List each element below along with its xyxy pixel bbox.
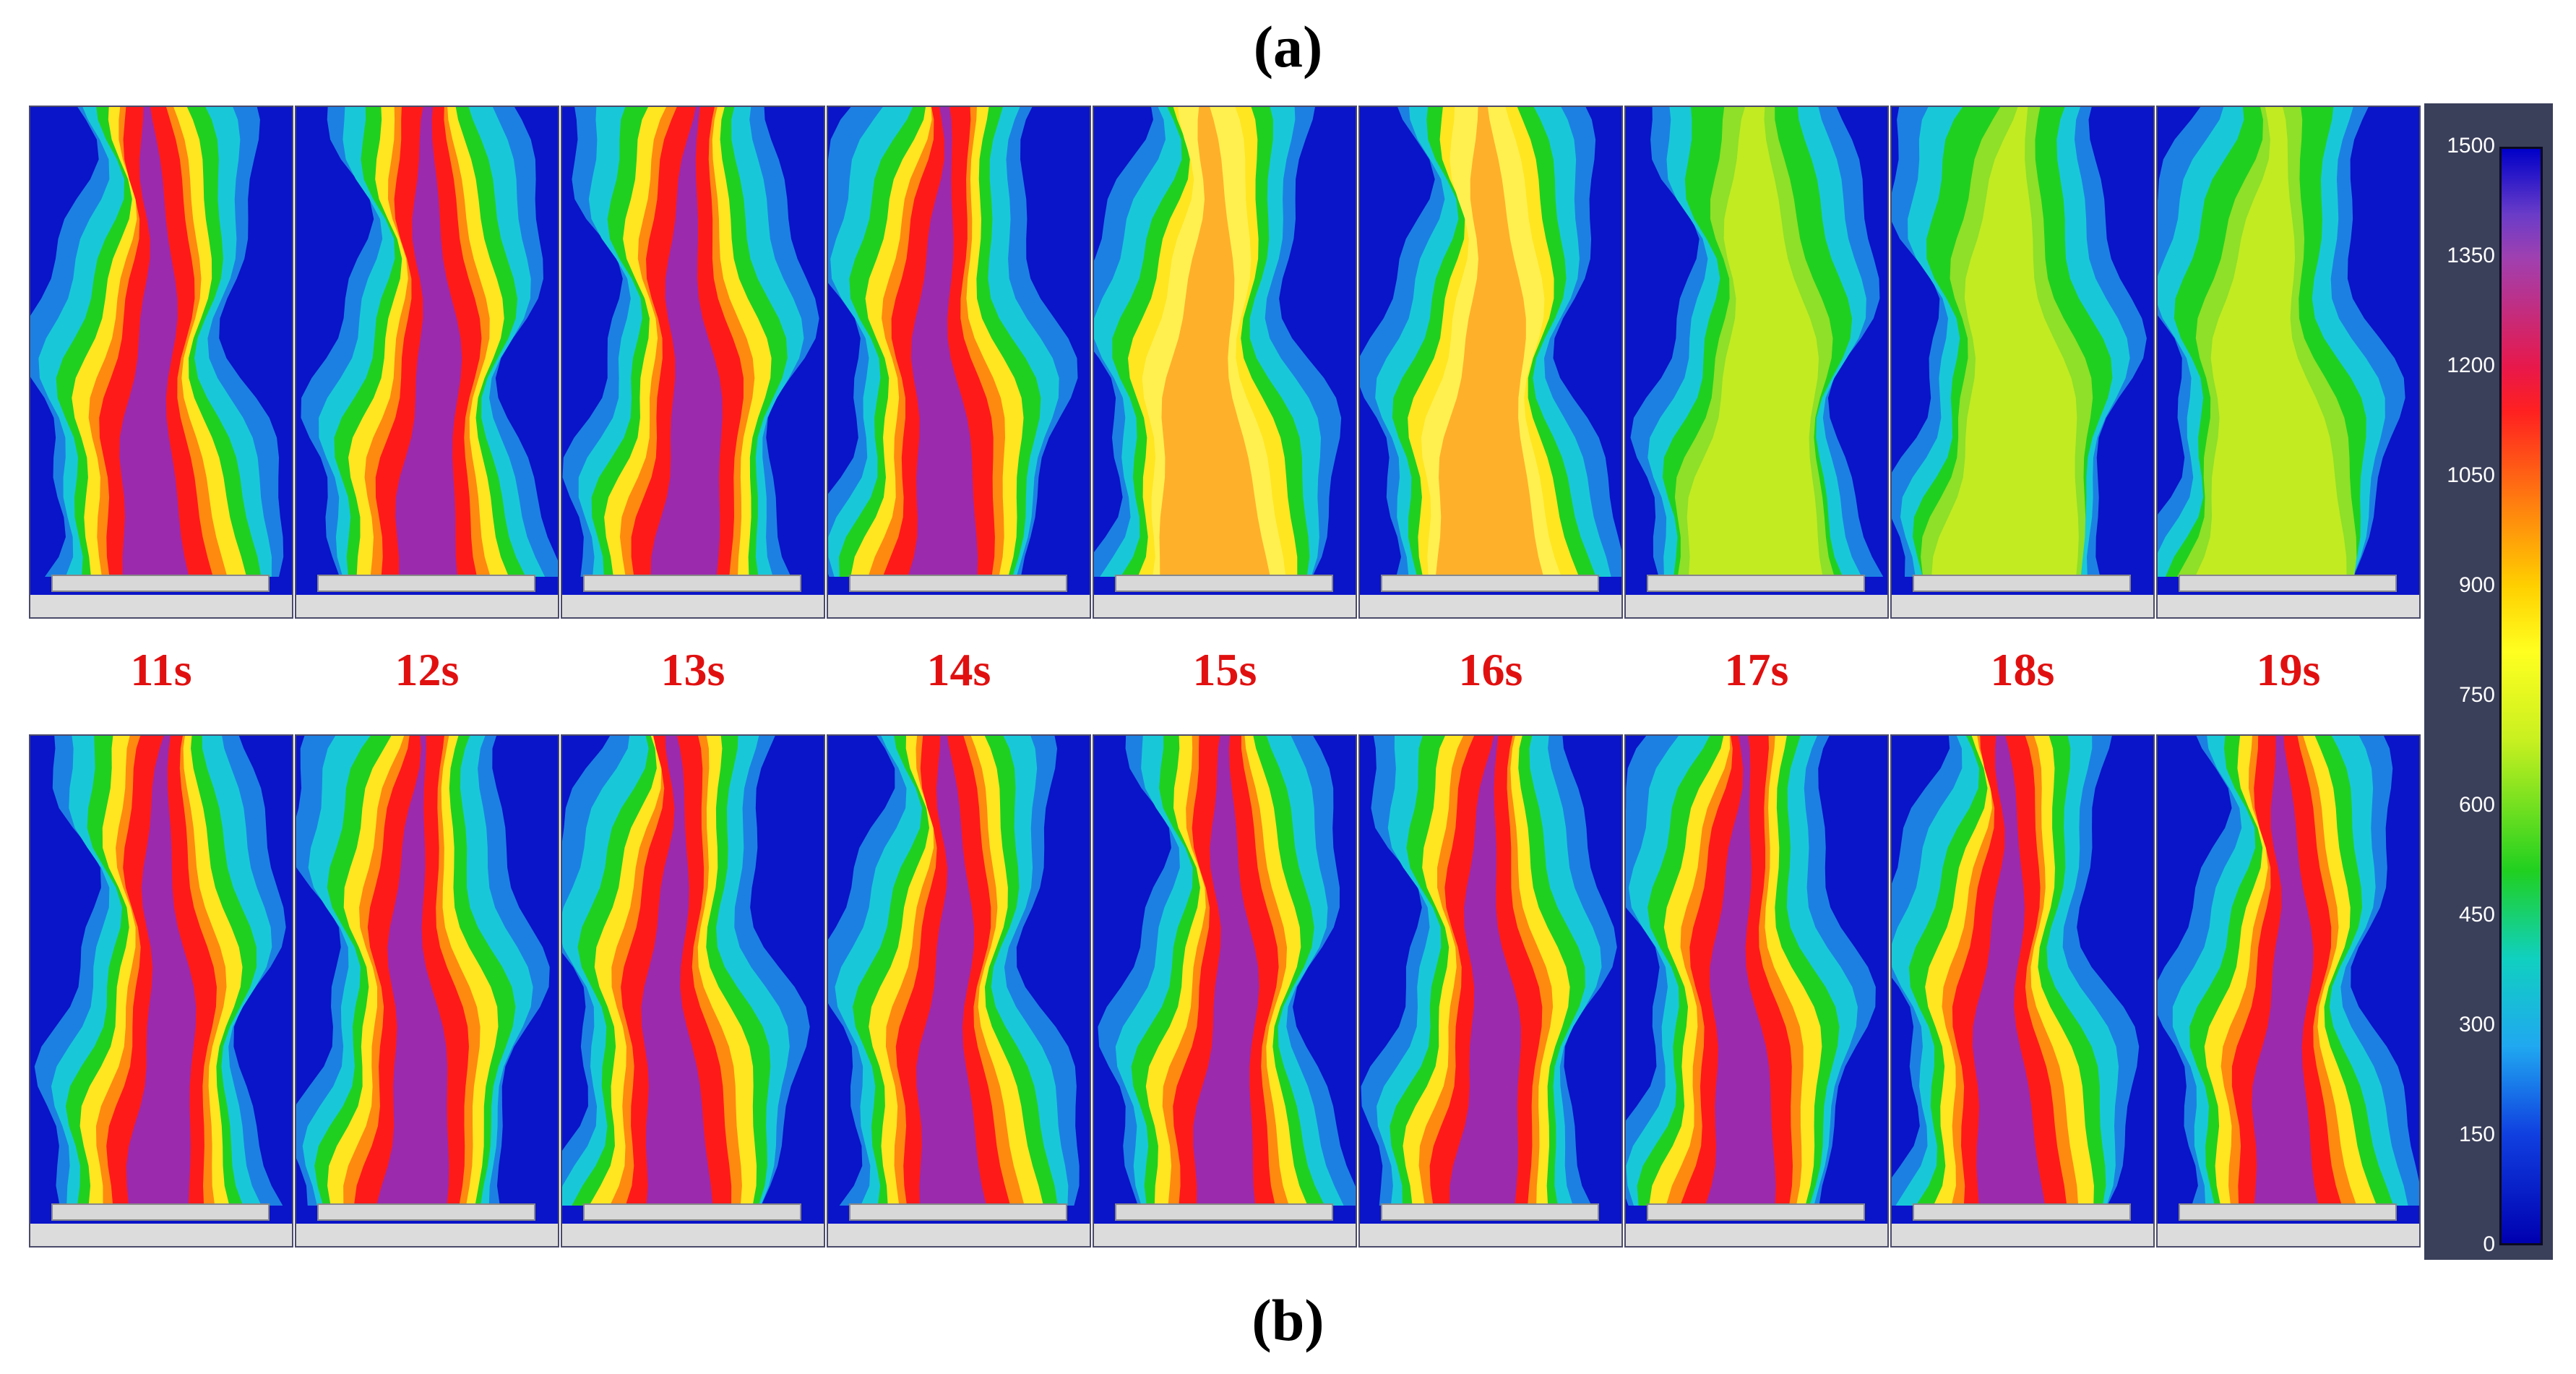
floor-strip (30, 595, 292, 617)
floor-strip (562, 1224, 824, 1246)
burner-base (2179, 1203, 2397, 1221)
temperature-contour (1094, 107, 1356, 617)
temperature-contour (30, 736, 292, 1246)
flame-frame-bottom-7 (1624, 734, 1889, 1248)
temperature-contour (1626, 107, 1887, 617)
temperature-contour (2158, 107, 2419, 617)
time-label: 17s (1724, 644, 1789, 695)
flame-frame-bottom-3 (561, 734, 825, 1248)
flame-frame-bottom-5 (1093, 734, 1357, 1248)
time-label: 14s (926, 644, 991, 695)
temperature-contour (828, 107, 1090, 617)
colorbar-panel: 1500 1350 1200 1050 900 750 600 450 300 150 0 (2424, 103, 2553, 1260)
time-label: 13s (660, 644, 725, 695)
burner-base (849, 575, 1067, 592)
time-label: 16s (1458, 644, 1523, 695)
flame-frame-top-4 (827, 106, 1091, 619)
floor-strip (828, 595, 1090, 617)
burner-base (1381, 1203, 1599, 1221)
colorbar-tick-label: 1200 (2447, 353, 2495, 377)
floor-strip (30, 1224, 292, 1246)
floor-strip (1094, 595, 1356, 617)
burner-base (317, 1203, 535, 1221)
floor-strip (2158, 1224, 2419, 1246)
flame-frame-bottom-8 (1890, 734, 2155, 1248)
colorbar-tick-label: 150 (2458, 1122, 2495, 1146)
colorbar-tick-label: 450 (2458, 903, 2495, 927)
burner-base (849, 1203, 1067, 1221)
floor-strip (1360, 1224, 1621, 1246)
floor-strip (296, 595, 558, 617)
floor-strip (1626, 1224, 1887, 1246)
temperature-contour (1626, 736, 1887, 1246)
burner-base (1381, 575, 1599, 592)
burner-base (583, 575, 801, 592)
time-label: 15s (1192, 644, 1257, 695)
floor-strip (2158, 595, 2419, 617)
flame-frame-top-9 (2156, 106, 2421, 619)
time-label: 19s (2256, 644, 2321, 695)
temperature-contour (1892, 107, 2153, 617)
temperature-contour (296, 107, 558, 617)
floor-strip (1892, 1224, 2153, 1246)
burner-base (1115, 575, 1333, 592)
colorbar-tick-label: 600 (2458, 793, 2495, 817)
burner-base (583, 1203, 801, 1221)
floor-strip (828, 1224, 1090, 1246)
temperature-contour (1094, 736, 1356, 1246)
colorbar-tick-label: 1050 (2447, 463, 2495, 487)
floor-strip (1094, 1224, 1356, 1246)
burner-base (1913, 1203, 2131, 1221)
burner-base (1647, 1203, 1865, 1221)
flame-frame-top-3 (561, 106, 825, 619)
time-label: 12s (395, 644, 460, 695)
flame-frame-top-7 (1624, 106, 1889, 619)
panel-label-a: (a) (1253, 14, 1323, 80)
burner-base (317, 575, 535, 592)
flame-frame-bottom-1 (29, 734, 293, 1248)
burner-base (1647, 575, 1865, 592)
burner-base (2179, 575, 2397, 592)
temperature-contour (30, 107, 292, 617)
flame-frame-top-6 (1358, 106, 1623, 619)
colorbar-tick-label: 0 (2483, 1232, 2495, 1256)
flame-frame-top-2 (295, 106, 559, 619)
temperature-contour (1360, 736, 1621, 1246)
panel-label-b: (b) (1252, 1287, 1324, 1353)
colorbar-gradient (2499, 147, 2543, 1245)
burner-base (1913, 575, 2131, 592)
burner-base (51, 1203, 270, 1221)
flame-frame-bottom-6 (1358, 734, 1623, 1248)
temperature-contour (562, 107, 824, 617)
flame-frame-bottom-9 (2156, 734, 2421, 1248)
temperature-contour (562, 736, 824, 1246)
flame-frame-top-8 (1890, 106, 2155, 619)
temperature-contour (828, 736, 1090, 1246)
colorbar-tick-label: 900 (2458, 573, 2495, 597)
temperature-contour (1360, 107, 1621, 617)
temperature-contour (1892, 736, 2153, 1246)
flame-frame-top-5 (1093, 106, 1357, 619)
floor-strip (1360, 595, 1621, 617)
temperature-contour (2158, 736, 2419, 1246)
burner-base (1115, 1203, 1333, 1221)
floor-strip (562, 595, 824, 617)
floor-strip (1626, 595, 1887, 617)
colorbar-tick-label: 300 (2458, 1013, 2495, 1036)
floor-strip (1892, 595, 2153, 617)
temperature-contour (296, 736, 558, 1246)
time-label: 11s (130, 644, 192, 695)
colorbar-tick-label: 1350 (2447, 244, 2495, 267)
colorbar-tick-label: 1500 (2447, 134, 2495, 158)
flame-frame-top-1 (29, 106, 293, 619)
floor-strip (296, 1224, 558, 1246)
colorbar-tick-label: 750 (2458, 683, 2495, 707)
flame-frame-bottom-2 (295, 734, 559, 1248)
flame-frame-bottom-4 (827, 734, 1091, 1248)
burner-base (51, 575, 270, 592)
time-label: 18s (1990, 644, 2055, 695)
